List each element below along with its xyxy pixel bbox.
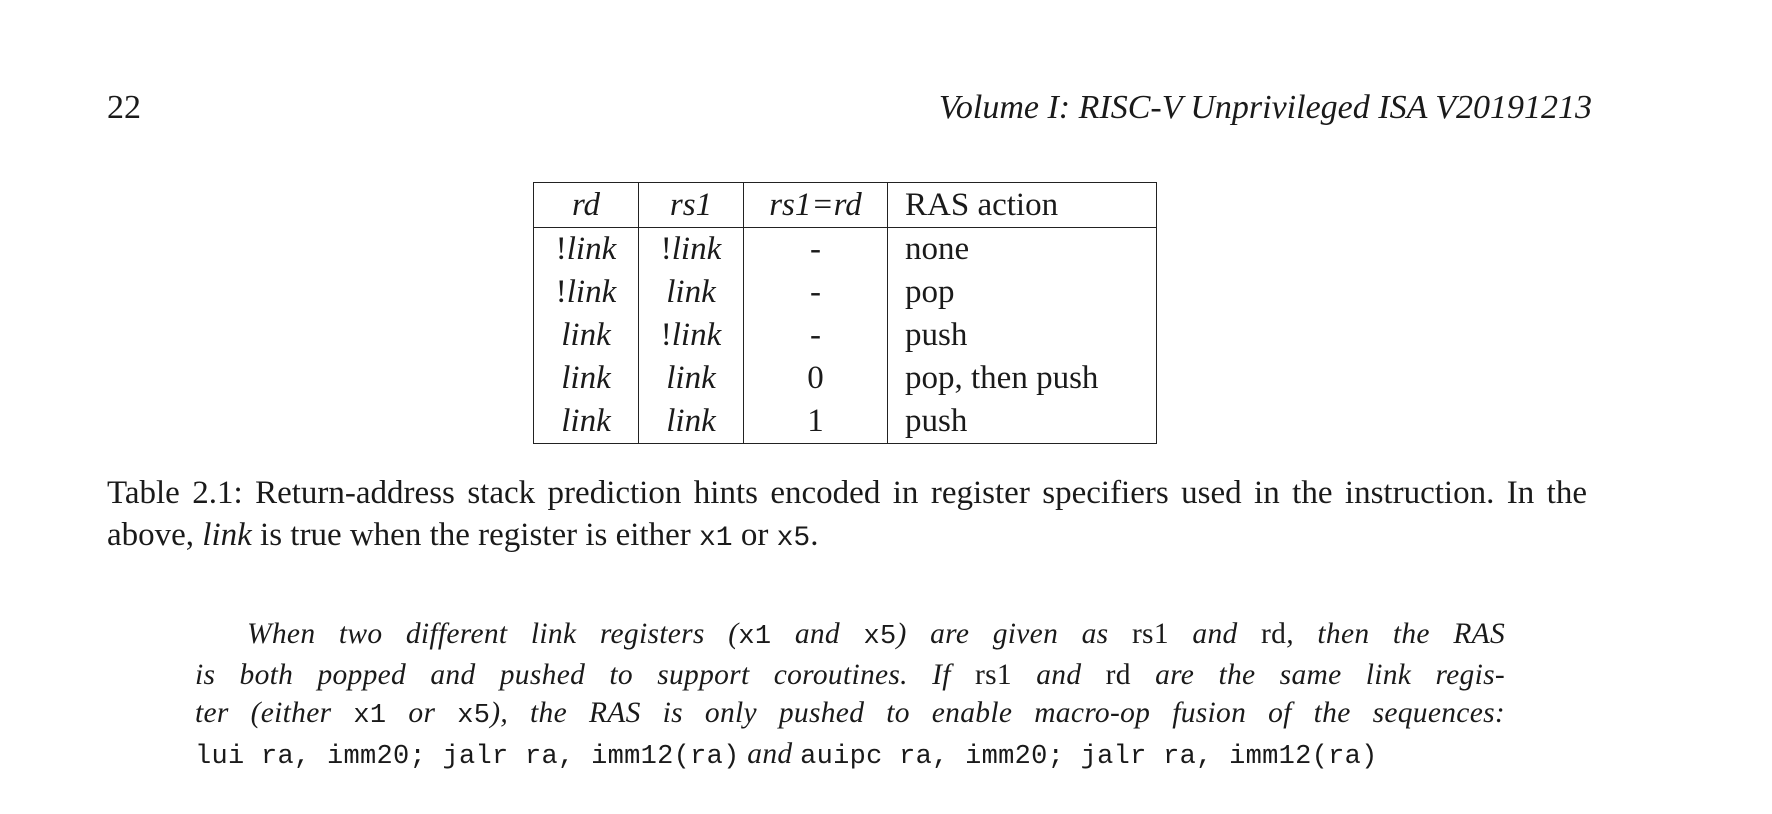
table-row: link link 0 pop, then push <box>533 357 1157 400</box>
cell-rs1: !link <box>638 227 744 271</box>
table-row: link !link - push <box>533 314 1157 357</box>
cell-rs1-eq-rd: - <box>743 314 888 357</box>
running-header: Volume I: RISC-V Unprivileged ISA V20191… <box>938 89 1592 126</box>
cell-rd: !link <box>533 271 639 314</box>
cell-rd: !link <box>533 227 639 271</box>
cell-rs1-eq-rd: - <box>743 227 888 271</box>
cell-rs1: link <box>638 271 744 314</box>
header-rs1: rs1 <box>638 182 744 228</box>
cell-rd: link <box>533 314 639 357</box>
cell-ras-action: push <box>887 314 1157 357</box>
cell-rs1: link <box>638 400 744 444</box>
code-sequence-auipc: auipc ra, imm20; jalr ra, imm12(ra) <box>800 742 1378 772</box>
commentary-line: When two different link registers (x1 an… <box>247 618 1506 652</box>
ras-hints-table: rd rs1 rs1=rd RAS action !link !link - n… <box>533 182 1157 444</box>
cell-rd: link <box>533 357 639 400</box>
cell-rs1: link <box>638 357 744 400</box>
cell-rs1-eq-rd: - <box>743 271 888 314</box>
header-rs1-eq-rd: rs1=rd <box>743 182 888 228</box>
header-ras-action: RAS action <box>887 182 1157 228</box>
table-row: !link !link - none <box>533 227 1157 271</box>
cell-rs1-eq-rd: 1 <box>743 400 888 444</box>
code-sequence-lui: lui ra, imm20; jalr ra, imm12(ra) <box>195 742 740 772</box>
cell-rs1: !link <box>638 314 744 357</box>
commentary-line: is both popped and pushed to support cor… <box>195 659 1505 691</box>
page-number: 22 <box>107 89 141 126</box>
cell-ras-action: pop, then push <box>887 357 1157 400</box>
cell-ras-action: pop <box>887 271 1157 314</box>
table-row: !link link - pop <box>533 271 1157 314</box>
commentary-paragraph: When two different link registers (x1 an… <box>195 615 1505 776</box>
table-header-row: rd rs1 rs1=rd RAS action <box>533 182 1157 228</box>
cell-rs1-eq-rd: 0 <box>743 357 888 400</box>
header-rd: rd <box>533 182 639 228</box>
table-row: link link 1 push <box>533 400 1157 444</box>
commentary-line: ter (either x1 or x5), the RAS is only p… <box>195 697 1505 731</box>
cell-ras-action: push <box>887 400 1157 444</box>
cell-rd: link <box>533 400 639 444</box>
cell-ras-action: none <box>887 227 1157 271</box>
table-caption: Table 2.1: Return-address stack predicti… <box>107 475 1587 554</box>
commentary-line: lui ra, imm20; jalr ra, imm12(ra) and au… <box>195 738 1378 772</box>
